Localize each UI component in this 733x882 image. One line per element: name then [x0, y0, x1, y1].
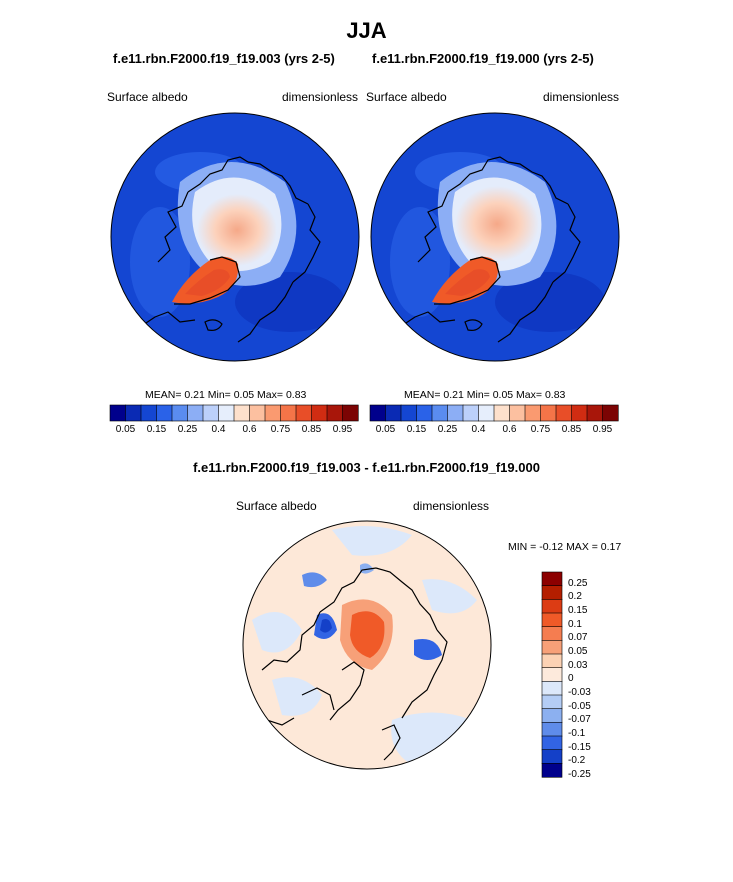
- colorbar-swatch: [541, 585, 563, 600]
- colorbar-swatch: [524, 404, 542, 422]
- colorbar-swatch: [571, 404, 588, 422]
- right-case-title: f.e11.rbn.F2000.f19_f19.000 (yrs 2-5): [372, 51, 594, 66]
- colorbar-swatch: [602, 404, 619, 422]
- colorbar-tick-label: -0.25: [568, 769, 591, 780]
- colorbar-swatch: [171, 404, 189, 422]
- colorbar-tick-label: 0.85: [561, 424, 582, 435]
- colorbar-swatch: [478, 404, 495, 422]
- diff-colorbar: [541, 571, 563, 778]
- colorbar-tick-label: 0.6: [242, 424, 257, 435]
- diff-variable-label: Surface albedo: [236, 499, 317, 513]
- colorbar-swatch: [541, 612, 563, 628]
- colorbar-swatch: [109, 404, 127, 422]
- colorbar-swatch: [342, 404, 359, 422]
- colorbar-swatch: [187, 404, 204, 422]
- colorbar-swatch: [541, 653, 563, 669]
- colorbar-tick-label: -0.05: [568, 700, 591, 712]
- right-units-label: dimensionless: [543, 90, 620, 104]
- colorbar-tick-label: 0.15: [568, 605, 588, 616]
- colorbar-tick-label: 0.07: [568, 632, 588, 644]
- colorbar-tick-label: 0.75: [530, 424, 551, 435]
- colorbar-tick-label: 0.85: [301, 424, 322, 435]
- colorbar-swatch: [326, 404, 344, 422]
- colorbar-swatch: [541, 599, 563, 614]
- colorbar-tick-label: 0.03: [568, 659, 588, 671]
- colorbar-tick-label: 0.25: [437, 424, 458, 435]
- left-polar-map: [110, 112, 360, 362]
- colorbar-swatch: [462, 404, 480, 422]
- colorbar-swatch: [540, 404, 557, 422]
- colorbar-swatch: [509, 404, 526, 422]
- right-polar-map: [370, 112, 620, 362]
- colorbar-swatch: [140, 404, 158, 422]
- colorbar-swatch: [233, 404, 251, 422]
- colorbar-swatch: [202, 404, 220, 422]
- figure-title: JJA: [346, 18, 387, 43]
- colorbar-swatch: [493, 404, 511, 422]
- colorbar-swatch: [541, 681, 563, 696]
- colorbar-tick-label: 0.4: [211, 424, 226, 435]
- colorbar-swatch: [541, 749, 563, 764]
- colorbar-swatch: [369, 404, 387, 422]
- colorbar-swatch: [156, 404, 173, 422]
- colorbar-swatch: [541, 694, 563, 710]
- colorbar-swatch: [541, 735, 563, 751]
- colorbar-tick-label: 0.25: [568, 577, 588, 589]
- colorbar-swatch: [541, 571, 563, 587]
- left-colorbar: [109, 404, 359, 422]
- colorbar-tick-label: 0.15: [146, 424, 167, 435]
- colorbar-tick-label: 0.1: [568, 618, 582, 630]
- colorbar-swatch: [400, 404, 418, 422]
- colorbar-swatch: [541, 626, 563, 641]
- diff-stats: MIN = -0.12 MAX = 0.17: [508, 541, 622, 553]
- colorbar-tick-label: 0.4: [471, 424, 486, 435]
- colorbar-swatch: [541, 763, 563, 778]
- colorbar-tick-label: 0.95: [592, 424, 613, 435]
- colorbar-swatch: [541, 667, 563, 682]
- colorbar-swatch: [541, 640, 563, 655]
- colorbar-tick-label: 0: [568, 673, 574, 685]
- right-colorbar: [369, 404, 619, 422]
- colorbar-swatch: [586, 404, 604, 422]
- colorbar-tick-label: 0.75: [270, 424, 291, 435]
- colorbar-swatch: [385, 404, 402, 422]
- diff-title: f.e11.rbn.F2000.f19_f19.003 - f.e11.rbn.…: [193, 460, 540, 475]
- colorbar-swatch: [125, 404, 142, 422]
- left-stats: MEAN= 0.21 Min= 0.05 Max= 0.83: [145, 389, 307, 401]
- diff-units-label: dimensionless: [413, 499, 490, 513]
- colorbar-tick-label: 0.25: [177, 424, 198, 435]
- right-variable-label: Surface albedo: [366, 90, 447, 104]
- colorbar-swatch: [447, 404, 464, 422]
- right-colorbar-ticks: 0.05 0.15 0.25 0.4 0.6 0.75 0.85 0.95: [370, 424, 618, 438]
- left-colorbar-ticks: 0.05 0.15 0.25 0.4 0.6 0.75 0.85 0.95: [110, 424, 358, 438]
- colorbar-tick-label: 0.15: [406, 424, 427, 435]
- colorbar-tick-label: 0.2: [568, 591, 582, 603]
- diff-polar-map: [242, 520, 492, 770]
- colorbar-swatch: [249, 404, 266, 422]
- colorbar-swatch: [555, 404, 573, 422]
- colorbar-swatch: [280, 404, 297, 422]
- colorbar-tick-label: 0.05: [115, 424, 136, 435]
- left-variable-label: Surface albedo: [107, 90, 188, 104]
- right-stats: MEAN= 0.21 Min= 0.05 Max= 0.83: [404, 389, 566, 401]
- colorbar-tick-label: -0.2: [568, 755, 586, 767]
- colorbar-tick-label: 0.05: [568, 646, 588, 657]
- left-units-label: dimensionless: [282, 90, 359, 104]
- colorbar-swatch: [311, 404, 328, 422]
- colorbar-tick-label: -0.07: [568, 714, 591, 726]
- left-case-title: f.e11.rbn.F2000.f19_f19.003 (yrs 2-5): [113, 51, 335, 66]
- colorbar-tick-label: 0.05: [375, 424, 396, 435]
- colorbar-swatch: [541, 722, 563, 737]
- colorbar-swatch: [416, 404, 433, 422]
- colorbar-tick-label: 0.95: [332, 424, 353, 435]
- colorbar-swatch: [218, 404, 235, 422]
- colorbar-swatch: [431, 404, 449, 422]
- colorbar-tick-label: -0.03: [568, 687, 591, 698]
- colorbar-swatch: [295, 404, 313, 422]
- colorbar-tick-label: -0.1: [568, 728, 586, 739]
- colorbar-swatch: [264, 404, 282, 422]
- colorbar-tick-label: -0.15: [568, 741, 591, 753]
- colorbar-tick-label: 0.6: [502, 424, 517, 435]
- colorbar-swatch: [541, 708, 563, 723]
